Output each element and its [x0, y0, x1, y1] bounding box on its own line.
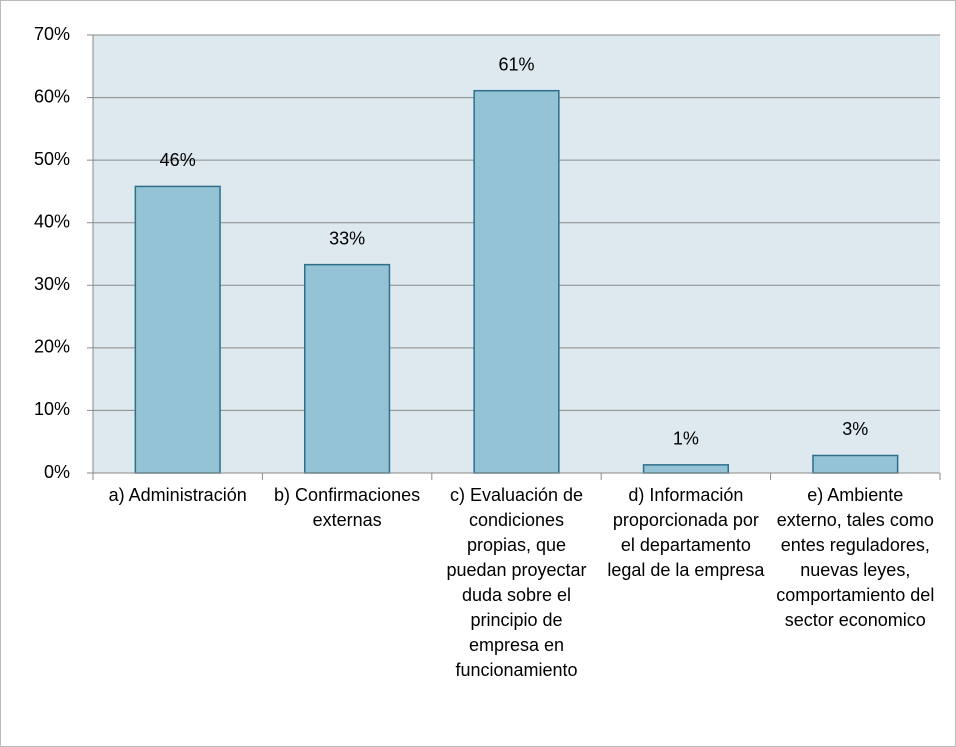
y-tick-label: 60%	[34, 86, 70, 106]
value-label: 46%	[160, 150, 196, 170]
value-label: 3%	[842, 419, 868, 439]
x-tick-label: a) Administración	[108, 485, 247, 505]
bar	[642, 464, 729, 474]
x-tick-label: e) Ambiente externo, tales como entes re…	[776, 485, 935, 630]
y-tick-label: 20%	[34, 337, 70, 357]
y-tick-label: 70%	[34, 24, 70, 44]
value-label: 1%	[673, 429, 699, 449]
y-tick-label: 10%	[34, 399, 70, 419]
bar	[812, 454, 899, 474]
bar	[304, 263, 391, 474]
value-label: 33%	[329, 228, 365, 248]
y-tick-label: 40%	[34, 211, 70, 231]
bar	[473, 89, 560, 474]
value-label: 61%	[498, 54, 534, 74]
x-tick-label: c) Evaluación de condiciones propias, qu…	[446, 485, 587, 680]
y-tick-label: 30%	[34, 274, 70, 294]
x-tick-label: d) Información proporcionada por el depa…	[607, 485, 765, 580]
x-tick-label: b) Confirmaciones externas	[274, 485, 421, 530]
y-tick-label: 50%	[34, 149, 70, 169]
bar	[134, 185, 221, 474]
y-tick-label: 0%	[44, 462, 70, 482]
